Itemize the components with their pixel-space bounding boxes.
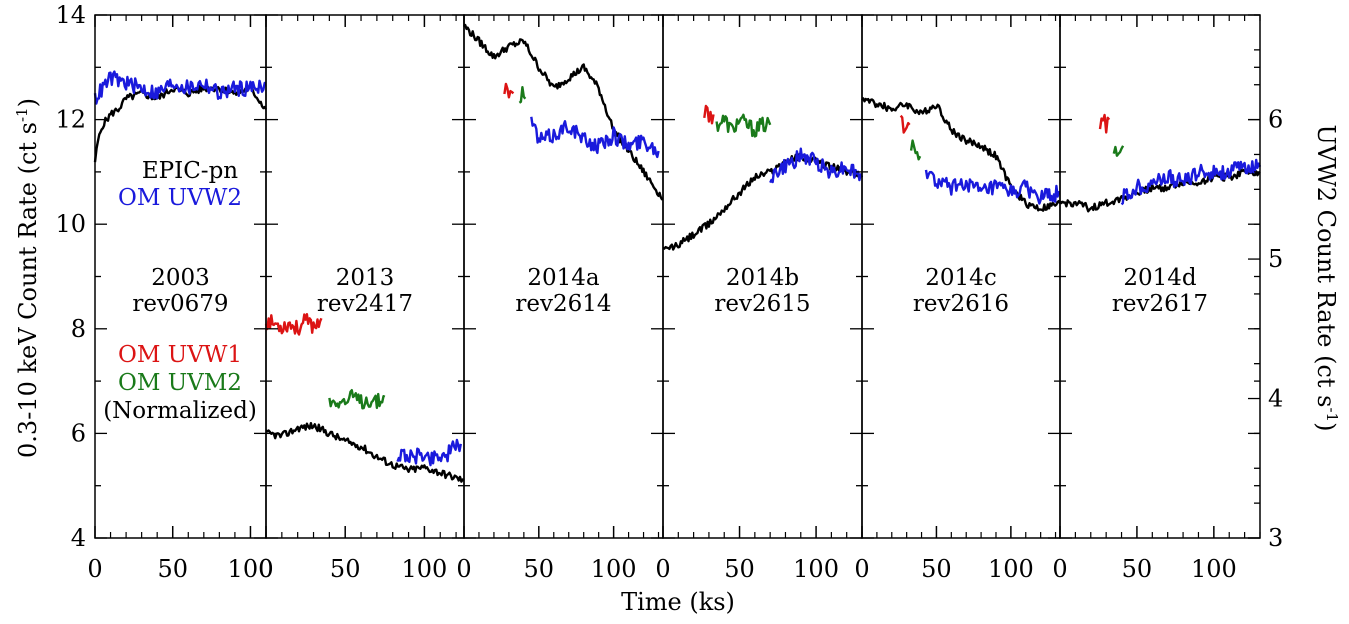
legend-om-uvw1: OM UVW1 [118,342,242,368]
y-tick-label-left-10: 10 [55,210,86,238]
x-tick-label-2003-0: 0 [87,555,102,583]
x-tick-label-2014a-100: 100 [591,555,637,583]
series-line-2014d-om-uvm2 [1112,145,1125,157]
series-line-2014c-om-uvw1 [899,114,911,134]
y-tick-label-left-4: 4 [71,524,86,552]
x-tick-label-2013-100: 100 [401,555,447,583]
legend-normalized: (Normalized) [103,398,257,424]
panel-rev-2013: rev2417 [317,291,413,317]
series-line-2014b-om-uvm2 [715,113,772,138]
y-tick-label-left-12: 12 [55,106,86,134]
series-line-2013-om-uvm2 [328,389,386,410]
y-axis-label-right-sup: -1 [1323,407,1341,422]
series-line-2014a-om-uvw1 [503,82,515,99]
y-axis-label-right-tail: ) [1312,422,1340,431]
y-axis-label-right-main: UVW2 Count Rate (ct s [1312,125,1340,408]
panel-rev-2014a: rev2614 [515,291,611,317]
series-line-2014b-epic-pn [662,152,864,251]
y-tick-label-left-14: 14 [55,1,86,29]
panel-title-2014c: 2014c [925,265,996,291]
x-tick-label-2014b-100: 100 [793,555,839,583]
y-tick-label-left-8: 8 [71,315,86,343]
series-line-2014c-om-uvw2 [924,169,1061,205]
y-tick-label-left-6: 6 [71,419,86,447]
series-line-2014b-om-uvw2 [769,147,864,184]
panel-rev-2014d: rev2617 [1112,291,1208,317]
panel-title-2003: 2003 [151,265,210,291]
series-line-2013-epic-pn [265,422,465,483]
x-tick-label-2014c-0: 0 [854,555,869,583]
x-tick-label-2014c-50: 50 [921,555,952,583]
x-tick-label-2013-50: 50 [330,555,361,583]
y-axis-label-left: 0.3-10 keV Count Rate (ct s-1) [13,98,42,458]
panel-title-2014a: 2014a [527,265,600,291]
series-line-2014c-om-uvm2 [909,139,922,161]
x-tick-label-2013-0: 0 [258,555,273,583]
x-tick-label-2003-50: 50 [157,555,188,583]
y-tick-label-right-4: 4 [1268,385,1283,413]
series-line-2003-om-uvw2 [93,70,266,105]
y-axis-label-left-sup: -1 [13,107,31,122]
legend-om-uvm2: OM UVM2 [118,370,242,396]
x-tick-label-2003-100: 100 [228,555,274,583]
y-tick-label-right-6: 6 [1268,106,1283,134]
x-tick-label-2014d-50: 50 [1122,555,1153,583]
x-tick-label-2014d-0: 0 [1052,555,1067,583]
y-axis-label-left-tail: ) [14,98,42,107]
x-tick-label-2014a-50: 50 [524,555,555,583]
series-line-2014a-om-uvm2 [518,86,527,104]
axes-layer: 4 6 8 10 12 14 3 4 5 6 [55,1,1283,552]
legend-om-uvw2: OM UVW2 [118,185,242,211]
panel-title-2014d: 2014d [1123,265,1197,291]
legend-epic-pn: EPIC-pn [142,158,238,184]
x-axis-label: Time (ks) [621,588,735,616]
series-line-2014a-epic-pn [463,23,664,201]
y-tick-label-right-3: 3 [1268,524,1283,552]
panel-rev-2003: rev0679 [132,291,228,317]
y-axis-label-right: UVW2 Count Rate (ct s-1) [1312,125,1341,432]
panel-title-2013: 2013 [336,265,395,291]
y-axis-label-left-main: 0.3-10 keV Count Rate (ct s [14,122,42,458]
legend: EPIC-pn OM UVW2 OM UVW1 OM UVM2 (Normali… [103,158,257,424]
series-line-2014b-om-uvw1 [703,104,715,125]
x-tick-label-2014a-0: 0 [456,555,471,583]
y-tick-label-right-5: 5 [1268,245,1283,273]
series-line-2014a-om-uvw2 [530,116,660,159]
x-tick-label-2014b-50: 50 [724,555,755,583]
series-line-2014d-om-uvw1 [1098,113,1111,134]
series-line-2003-epic-pn [93,84,268,163]
x-tick-label-2014d-100: 100 [1191,555,1237,583]
panel-title-2014b: 2014b [726,265,799,291]
series-line-2014d-om-uvw2 [1120,158,1262,206]
series-line-2014c-epic-pn [861,97,1062,212]
x-tick-label-2014c-100: 100 [988,555,1034,583]
panel-rev-2014c: rev2616 [913,291,1009,317]
x-tick-label-2014b-0: 0 [655,555,670,583]
series-line-2013-om-uvw1 [264,313,323,336]
panel-rev-2014b: rev2615 [714,291,810,317]
series-line-2013-om-uvw2 [396,438,462,467]
